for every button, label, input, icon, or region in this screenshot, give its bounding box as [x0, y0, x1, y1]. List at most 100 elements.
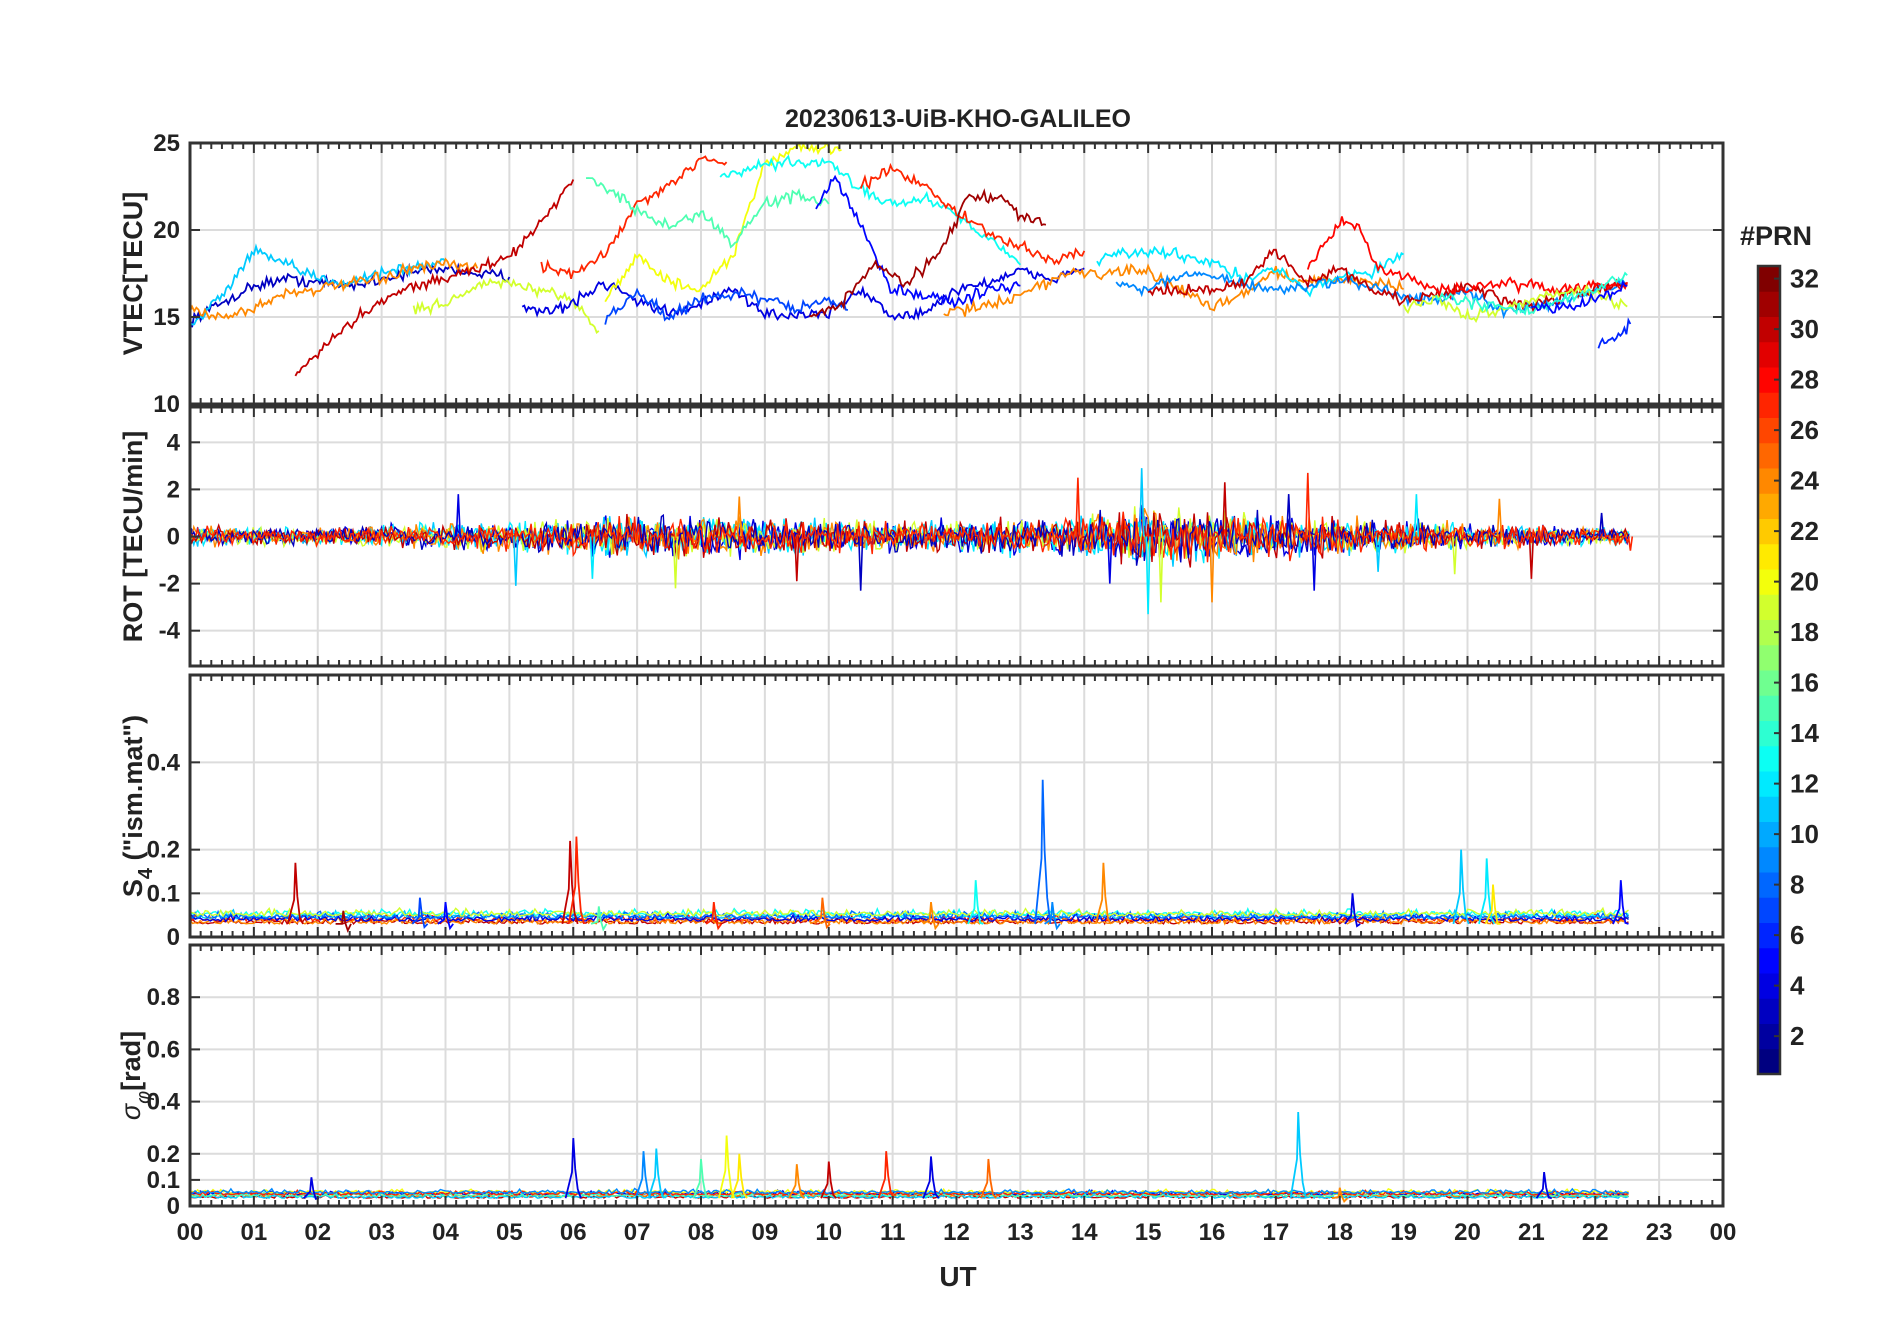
spike-prn-8	[1034, 779, 1052, 925]
colorbar-cell	[1758, 518, 1780, 545]
panel-rot: -4 -2 0 2 4 ROT [TECU/min]	[118, 405, 1725, 668]
rot-spike	[1452, 536, 1458, 575]
spike-prn-27	[877, 1151, 895, 1199]
series-line-prn-27-6	[540, 155, 728, 280]
spike-prn-24	[922, 901, 940, 931]
rot-spike	[513, 536, 519, 586]
colorbar-label: #PRN	[1740, 221, 1812, 251]
rot-spike	[672, 536, 679, 589]
spike-prn-11	[1289, 1111, 1307, 1199]
x-tick-label: 00	[1710, 1219, 1737, 1246]
x-tick-label: 03	[368, 1219, 395, 1246]
colorbar-tick-label: 12	[1790, 769, 1819, 799]
spike-prn-9	[1044, 901, 1061, 931]
panel-vtec: 10 15 20 25 VTEC[TECU]	[118, 130, 1725, 418]
rot-spike	[1222, 482, 1228, 537]
colorbar-cell	[1758, 947, 1780, 974]
x-tick-label: 10	[815, 1219, 842, 1246]
x-axis: 00 01 02 03 04 05 06 07 08 09 10 11 12 13 14 15 16 17 18 19…	[177, 1219, 1737, 1246]
rot-spike	[858, 536, 864, 591]
x-tick-label: 02	[304, 1219, 331, 1246]
series-line-prn-11-1	[190, 243, 447, 326]
colorbar-cell	[1758, 442, 1780, 469]
y-tick-label: 0	[167, 524, 180, 551]
series-line-prn-27	[190, 1188, 1629, 1197]
x-tick-label: 22	[1582, 1219, 1609, 1246]
y-tick-label: 15	[153, 304, 180, 331]
rot-spike	[1528, 536, 1535, 579]
spike-prn-15	[692, 1158, 710, 1199]
spike-prn-7	[411, 897, 429, 930]
x-tick-label: 19	[1390, 1219, 1417, 1246]
x-tick-label: 21	[1518, 1219, 1545, 1246]
series-line-prn-19	[190, 906, 1629, 918]
colorbar-cell	[1758, 543, 1780, 570]
colorbar-tick-label: 16	[1790, 668, 1819, 698]
colorbar-cell	[1758, 291, 1780, 317]
x-axis-label: UT	[939, 1261, 976, 1292]
panel-sigphi: 00.10.2 0.4 0.6 0.8 σφ[rad]	[116, 943, 1725, 1220]
colorbar-tick-label: 14	[1790, 718, 1819, 748]
series-line-prn-30-17	[1147, 248, 1628, 315]
colorbar-tick-label: 30	[1790, 314, 1819, 344]
series-line-prn-4-5	[521, 267, 1085, 322]
series-line-prn-3	[190, 504, 1630, 566]
y-tick-label: 20	[153, 217, 180, 244]
colorbar-cell	[1758, 619, 1780, 646]
spike-prn-12	[1478, 858, 1496, 925]
spike-prn-30	[286, 862, 304, 925]
colorbar-tick-label: 6	[1790, 920, 1804, 950]
series-line-prn-30-3	[294, 179, 575, 377]
colorbar-cell	[1758, 569, 1780, 595]
spike-prn-24	[788, 1164, 806, 1199]
y-tick-label: 0.4	[147, 749, 181, 776]
x-tick-label: 16	[1199, 1219, 1226, 1246]
colorbar-tick-label: 20	[1790, 567, 1819, 597]
series-line-prn-31-13	[809, 188, 1047, 318]
series-line-prn-9	[190, 1187, 1629, 1195]
colorbar-tick-label: 24	[1790, 466, 1819, 496]
spike-prn-5	[437, 901, 454, 931]
series-line-prn-19-4	[412, 277, 600, 334]
rot-spike	[1139, 468, 1145, 537]
x-tick-label: 23	[1646, 1219, 1673, 1246]
spike-prn-15	[590, 906, 608, 932]
spike-prn-4	[303, 1177, 320, 1200]
spike-prn-4	[922, 1156, 940, 1199]
spike-prn-27	[705, 901, 723, 931]
colorbar-cell	[1758, 670, 1780, 696]
y-tick-label: -4	[159, 618, 181, 645]
x-tick-label: 08	[688, 1219, 715, 1246]
y-tick-label: -2	[159, 571, 180, 598]
rot-spike	[794, 536, 800, 582]
x-tick-label: 07	[624, 1219, 651, 1246]
colorbar-cell	[1758, 266, 1780, 292]
x-tick-label: 06	[560, 1219, 587, 1246]
colorbar-tick-label: 32	[1790, 264, 1819, 294]
x-tick-label: 04	[432, 1219, 459, 1246]
colorbar-cell	[1758, 1048, 1780, 1075]
colorbar-cell	[1758, 417, 1780, 444]
spike-prn-11	[1452, 849, 1470, 925]
series-group-rot	[190, 468, 1634, 615]
colorbar-cell	[1758, 594, 1780, 620]
series-line-prn-6-22	[1597, 317, 1632, 349]
rot-spike	[1305, 472, 1311, 537]
colorbar-cell	[1758, 846, 1780, 873]
rot-spike	[455, 494, 461, 537]
y-tick-label: 10	[153, 391, 180, 418]
series-line-prn-27-12	[859, 162, 1086, 266]
series-line-prn-7-10	[604, 286, 849, 325]
spike-prn-9	[634, 1151, 652, 1199]
x-tick-label: 11	[880, 1219, 905, 1246]
y-axis-label: ROT [TECU/min]	[118, 431, 148, 642]
y-tick-label: 0.4	[147, 1089, 181, 1116]
colorbar-cell	[1758, 998, 1780, 1024]
rot-spike	[1285, 494, 1292, 537]
colorbar-cell	[1758, 745, 1780, 772]
y-tick-label: 0.8	[147, 984, 180, 1011]
spike-prn-27	[567, 836, 585, 925]
series-line-prn-24-2	[190, 257, 479, 321]
series-line-prn-27	[190, 511, 1630, 563]
rot-spike	[1627, 536, 1634, 551]
